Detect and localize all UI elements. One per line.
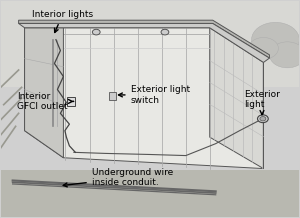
Text: Exterior light
switch: Exterior light switch bbox=[118, 85, 190, 105]
Polygon shape bbox=[19, 24, 269, 62]
FancyBboxPatch shape bbox=[67, 97, 75, 106]
Circle shape bbox=[257, 115, 268, 123]
Circle shape bbox=[248, 37, 278, 59]
Circle shape bbox=[260, 117, 266, 121]
Text: Underground wire
inside conduit.: Underground wire inside conduit. bbox=[63, 167, 173, 187]
Text: Interior
GFCI outlet: Interior GFCI outlet bbox=[17, 92, 73, 111]
Circle shape bbox=[92, 29, 100, 35]
Polygon shape bbox=[210, 28, 263, 169]
Polygon shape bbox=[19, 20, 269, 58]
Text: Exterior
light: Exterior light bbox=[244, 90, 280, 115]
Circle shape bbox=[269, 42, 300, 68]
FancyBboxPatch shape bbox=[109, 92, 116, 100]
Circle shape bbox=[161, 29, 169, 35]
Polygon shape bbox=[1, 1, 299, 87]
Polygon shape bbox=[25, 28, 263, 169]
Circle shape bbox=[251, 22, 299, 57]
Text: Interior lights: Interior lights bbox=[32, 10, 93, 32]
Polygon shape bbox=[25, 28, 63, 158]
Polygon shape bbox=[1, 170, 299, 217]
